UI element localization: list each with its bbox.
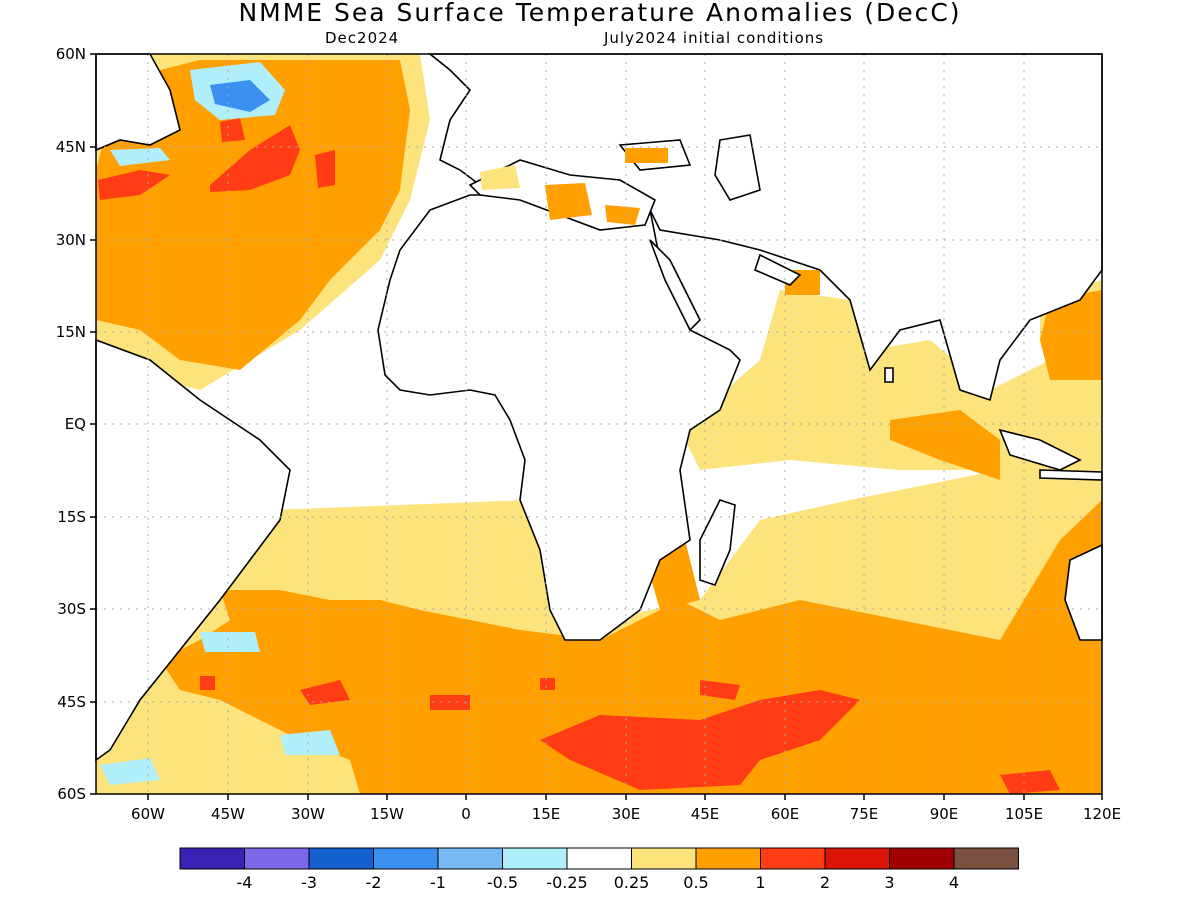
colorbar-swatch xyxy=(179,847,245,870)
lon-label: 30E xyxy=(611,805,641,823)
lon-label: 60E xyxy=(770,805,800,823)
lat-label: 30S xyxy=(57,600,86,618)
lon-label: 120E xyxy=(1082,805,1122,823)
lon-label: 30W xyxy=(291,805,325,823)
colorbar-tick-label: -0.25 xyxy=(546,873,588,892)
colorbar-swatch xyxy=(373,847,439,870)
madagascar-landmass xyxy=(699,499,736,586)
land-outlines xyxy=(95,53,1103,762)
anomaly-fill-orange xyxy=(96,60,1102,794)
lon-label: 90E xyxy=(929,805,959,823)
axis-ticks xyxy=(90,53,1103,800)
lon-label: 0 xyxy=(461,805,471,823)
colorbar-swatch xyxy=(760,847,826,870)
colorbar-swatch xyxy=(953,847,1019,870)
lon-label: 75E xyxy=(849,805,879,823)
graticule xyxy=(96,54,1102,794)
lat-label: 60S xyxy=(57,785,86,803)
lat-label: 60N xyxy=(55,45,86,63)
colorbar xyxy=(179,847,1019,870)
colorbar-swatch xyxy=(566,847,632,870)
anomaly-fill-mid-blue xyxy=(210,80,270,112)
lat-label: EQ xyxy=(64,415,86,433)
colorbar-tick-label: -4 xyxy=(236,873,253,892)
lat-label: 30N xyxy=(55,231,86,249)
target-month-label: Dec2024 xyxy=(325,29,400,47)
australia-landmass xyxy=(1064,543,1103,641)
colorbar-tick-label: -2 xyxy=(365,873,382,892)
lon-label: 45E xyxy=(690,805,720,823)
colorbar-swatch xyxy=(631,847,697,870)
colorbar-swatch xyxy=(437,847,503,870)
colorbar-swatch xyxy=(244,847,310,870)
colorbar-tick-label: 0.25 xyxy=(613,873,650,892)
lon-label: 15E xyxy=(531,805,561,823)
eurasia-landmass xyxy=(427,53,1103,402)
colorbar-tick-label: -0.5 xyxy=(486,873,519,892)
lon-label: 105E xyxy=(1004,805,1044,823)
colorbar-swatch xyxy=(308,847,374,870)
lat-label: 15N xyxy=(55,323,86,341)
colorbar-swatch xyxy=(824,847,890,870)
colorbar-swatch xyxy=(889,847,955,870)
initial-conditions-label: July2024 initial conditions xyxy=(604,29,825,47)
colorbar-tick-label: 3 xyxy=(884,873,895,892)
south-america-landmass xyxy=(95,338,291,762)
colorbar-swatch xyxy=(502,847,568,870)
map-title: NMME Sea Surface Temperature Anomalies (… xyxy=(238,0,962,27)
lon-label: 45W xyxy=(211,805,245,823)
colorbar-tick-label: 4 xyxy=(948,873,960,892)
lat-label: 15S xyxy=(57,508,86,526)
colorbar-tick-label: -3 xyxy=(301,873,317,892)
lat-label: 45N xyxy=(55,138,86,156)
colorbar-tick-label: -1 xyxy=(430,873,446,892)
lon-label: 15W xyxy=(370,805,404,823)
lat-label: 45S xyxy=(57,693,86,711)
colorbar-swatch xyxy=(695,847,761,870)
lon-label: 60W xyxy=(131,805,165,823)
colorbar-tick-label: 2 xyxy=(819,873,831,892)
mediterranean-anomaly xyxy=(545,148,668,225)
north-america-landmass xyxy=(95,53,181,152)
anomaly-fill-red xyxy=(98,118,1060,794)
colorbar-tick-label: 0.5 xyxy=(683,873,709,892)
colorbar-tick-label: 1 xyxy=(755,873,766,892)
